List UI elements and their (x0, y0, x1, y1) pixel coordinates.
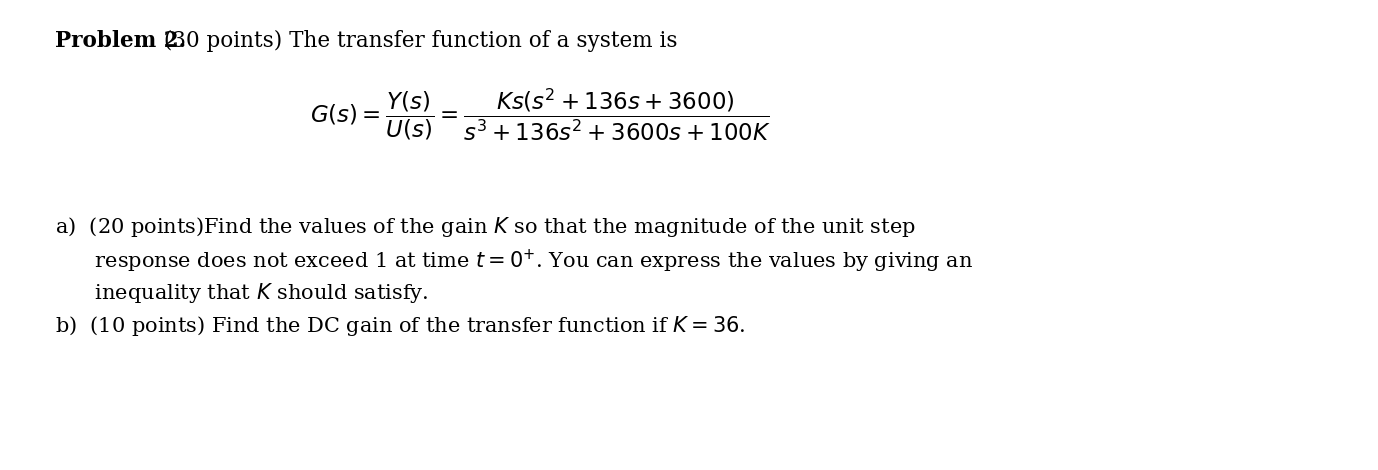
Text: (30 points) The transfer function of a system is: (30 points) The transfer function of a s… (157, 30, 678, 52)
Text: a)  (20 points)Find the values of the gain $K$ so that the magnitude of the unit: a) (20 points)Find the values of the gai… (55, 215, 916, 239)
Text: $G(s)=\dfrac{Y(s)}{U(s)}=\dfrac{Ks\left(s^{2}+136s+3600\right)}{s^{3}+136s^{2}+3: $G(s)=\dfrac{Y(s)}{U(s)}=\dfrac{Ks\left(… (310, 87, 770, 143)
Text: inequality that $K$ should satisfy.: inequality that $K$ should satisfy. (55, 281, 429, 305)
Text: response does not exceed 1 at time $t=0^{+}$. You can express the values by givi: response does not exceed 1 at time $t=0^… (55, 248, 973, 275)
Text: b)  (10 points) Find the DC gain of the transfer function if $K=36$.: b) (10 points) Find the DC gain of the t… (55, 314, 745, 338)
Text: Problem 2.: Problem 2. (55, 30, 186, 52)
